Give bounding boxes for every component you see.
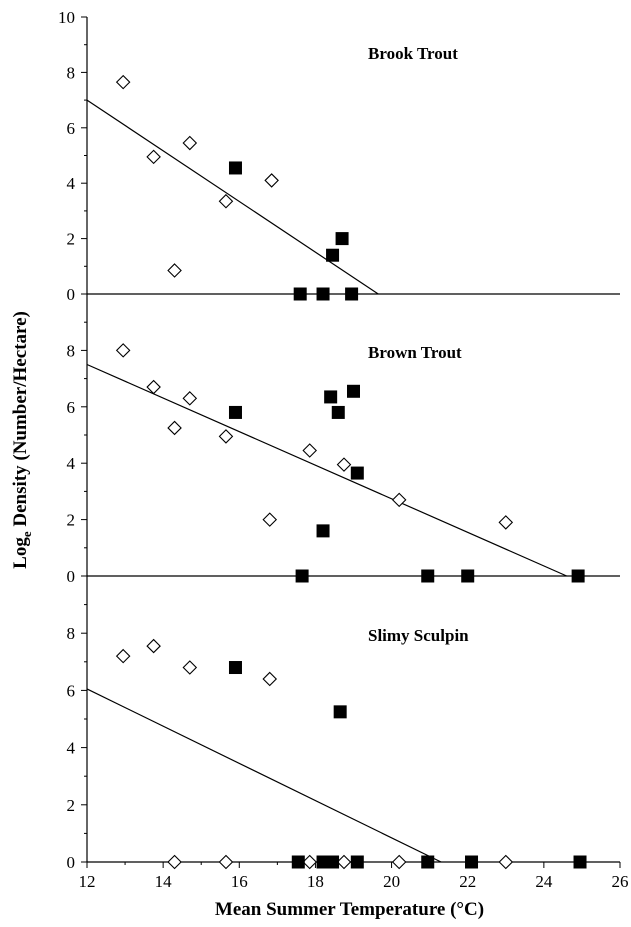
open-diamond-point	[182, 391, 198, 406]
x-tick-label: 18	[307, 872, 324, 891]
y-tick-label: 6	[67, 119, 76, 138]
filled-square-point	[571, 569, 585, 583]
y-tick-label: 2	[67, 511, 76, 530]
open-diamond-point	[262, 512, 278, 527]
open-diamond-point	[262, 671, 278, 687]
x-tick-label: 24	[535, 872, 553, 891]
filled-square-point	[421, 855, 435, 869]
trend-line	[86, 363, 567, 577]
panel-title: Brown Trout	[368, 343, 462, 362]
open-diamond-point	[167, 420, 182, 436]
open-diamond-point	[302, 443, 317, 458]
x-tick-label: 16	[231, 872, 248, 891]
y-axis-title-subscript: e	[19, 531, 34, 537]
open-diamond-point	[218, 429, 234, 444]
open-diamond-point	[115, 343, 131, 358]
x-tick-label: 14	[155, 872, 173, 891]
y-tick-label: 8	[67, 341, 76, 360]
axes-layer	[81, 16, 621, 868]
filled-square-point	[573, 855, 587, 869]
open-diamond-point	[336, 854, 352, 870]
filled-square-point	[331, 405, 345, 419]
y-tick-label: 0	[67, 853, 76, 872]
open-diamond-point	[391, 492, 407, 508]
y-tick-label: 6	[67, 398, 76, 417]
y-tick-label: 4	[67, 739, 76, 758]
y-axis-title-prefix: Log	[10, 537, 31, 569]
filled-square-point	[326, 248, 340, 262]
panel-title: Brook Trout	[368, 44, 458, 63]
y-tick-label: 2	[67, 230, 76, 249]
x-tick-label: 22	[459, 872, 476, 891]
open-diamond-point	[391, 854, 407, 870]
filled-square-point	[350, 855, 364, 869]
open-diamond-point	[498, 515, 514, 530]
filled-square-point	[345, 287, 359, 301]
y-tick-label: 10	[58, 8, 75, 27]
filled-square-point	[335, 232, 349, 246]
open-diamond-point	[146, 379, 161, 395]
y-tick-label: 4	[67, 454, 76, 473]
filled-square-point	[326, 855, 340, 869]
points-layer	[115, 74, 587, 870]
filled-square-point	[291, 855, 305, 869]
open-diamond-point	[302, 854, 317, 870]
y-tick-label: 0	[67, 567, 76, 586]
open-diamond-point	[167, 854, 182, 870]
filled-square-point	[295, 569, 309, 583]
open-diamond-point	[182, 135, 198, 151]
trend-line	[86, 99, 379, 295]
y-axis-title: Loge Density (Number/Hectare)	[10, 311, 34, 569]
filled-square-point	[324, 390, 338, 404]
trend-lines-layer	[86, 99, 567, 863]
open-diamond-point	[115, 648, 131, 664]
filled-square-point	[350, 466, 364, 480]
open-diamond-point	[146, 638, 161, 654]
open-diamond-point	[218, 854, 234, 870]
filled-square-point	[228, 661, 242, 675]
filled-square-point	[316, 287, 330, 301]
filled-square-point	[293, 287, 307, 301]
x-axis-title: Mean Summer Temperature (°C)	[215, 899, 484, 920]
y-tick-label: 8	[67, 63, 76, 82]
filled-square-point	[461, 569, 475, 583]
x-tick-label: 12	[79, 872, 96, 891]
open-diamond-point	[336, 457, 352, 472]
filled-square-point	[228, 405, 242, 419]
y-tick-label: 0	[67, 285, 76, 304]
open-diamond-point	[146, 149, 161, 165]
open-diamond-point	[182, 660, 198, 675]
filled-square-point	[228, 161, 242, 175]
y-tick-label: 8	[67, 624, 76, 643]
x-tick-label: 26	[612, 872, 629, 891]
filled-square-point	[465, 855, 479, 869]
filled-square-point	[347, 384, 360, 398]
open-diamond-point	[498, 854, 514, 870]
panel-title: Slimy Sculpin	[368, 626, 469, 645]
y-tick-label: 2	[67, 796, 76, 815]
y-tick-label: 6	[67, 681, 76, 700]
filled-square-point	[333, 705, 347, 719]
x-tick-label: 20	[383, 872, 400, 891]
y-axis-title-suffix: Density (Number/Hectare)	[10, 311, 31, 531]
filled-square-point	[421, 569, 435, 583]
open-diamond-point	[264, 173, 279, 188]
open-diamond-point	[218, 193, 234, 209]
open-diamond-point	[167, 263, 182, 278]
open-diamond-point	[115, 74, 131, 90]
trend-line	[86, 688, 442, 863]
y-tick-label: 4	[67, 174, 76, 193]
filled-square-point	[316, 524, 330, 538]
